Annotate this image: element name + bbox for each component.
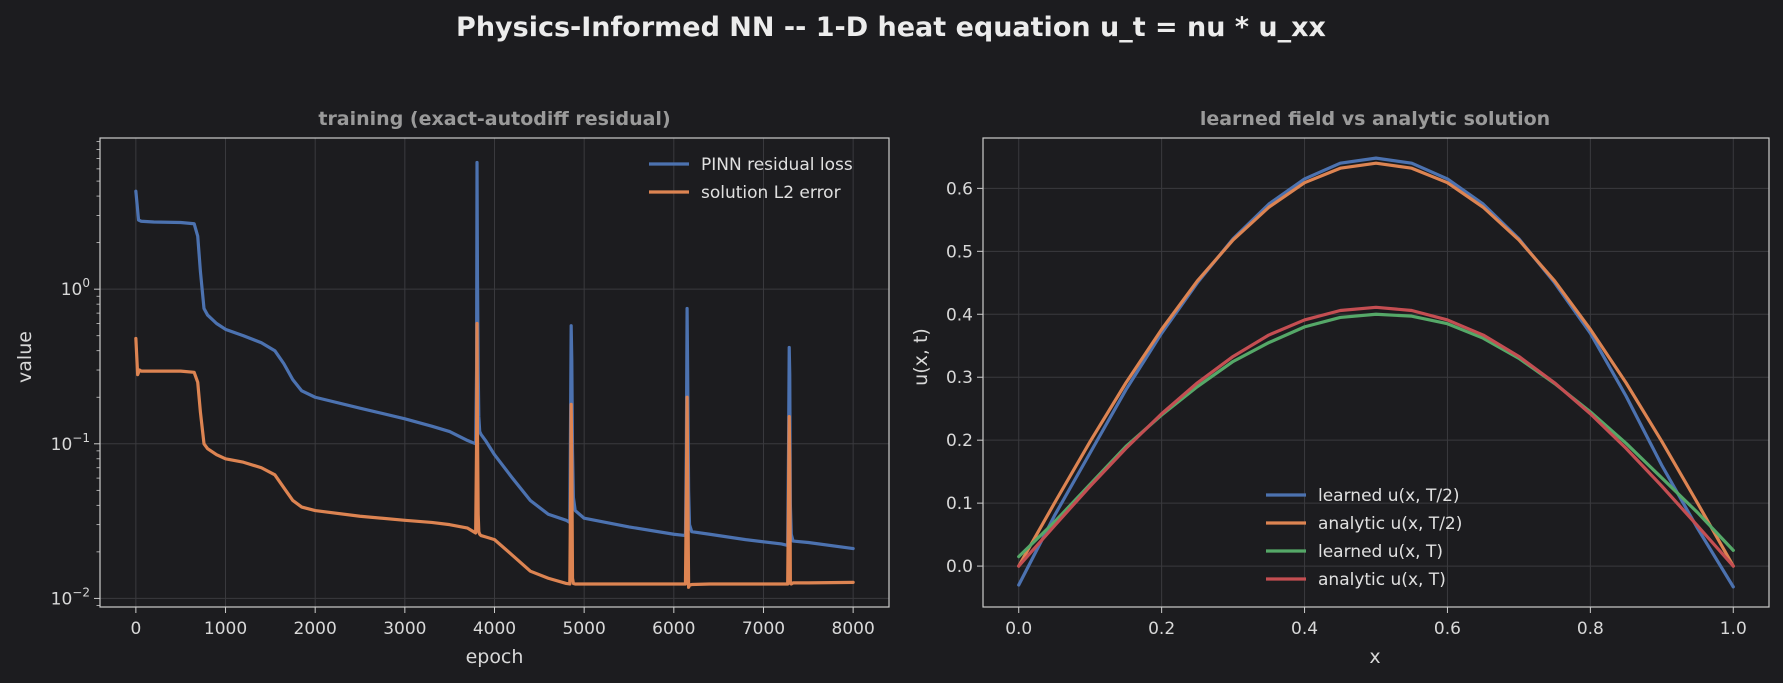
legend-label-analytic-u-x-t: analytic u(x, T): [1318, 570, 1446, 590]
field-x-tick-label: 0.0: [1005, 619, 1032, 639]
series-line-pinn-residual-loss: [134, 160, 855, 551]
field-y-tick-label: 0.5: [946, 242, 973, 262]
figure-title: Physics-Informed NN -- 1-D heat equation…: [456, 12, 1326, 43]
training-y-tick-label: 100: [61, 276, 90, 300]
training-x-tick-label: 2000: [294, 619, 337, 639]
legend-label-solution-l2-error: solution L2 error: [701, 183, 841, 203]
field-grid: [983, 138, 1769, 607]
field-x-tick-label: 0.2: [1148, 619, 1175, 639]
training-grid: [100, 138, 889, 607]
field-y-tick-label: 0.0: [946, 557, 973, 577]
field-y-axis-label: u(x, t): [910, 328, 932, 386]
field-y-tick-label: 0.6: [946, 179, 973, 199]
training-axes-frame: [99, 137, 890, 608]
field-x-tick-label: 1.0: [1720, 619, 1747, 639]
field-x-tick-label: 0.4: [1291, 619, 1318, 639]
training-legend: PINN residual loss solution L2 error: [649, 155, 853, 203]
training-x-axis-label: epoch: [466, 646, 524, 668]
field-series-group: [1017, 156, 1735, 589]
training-x-tick-label: 7000: [742, 619, 785, 639]
field-y-tick-label: 0.1: [946, 494, 973, 514]
legend-label-pinn-residual-loss: PINN residual loss: [701, 155, 853, 175]
training-y-axis-label: value: [14, 331, 36, 383]
field-axes-title: learned field vs analytic solution: [1200, 108, 1550, 130]
field-y-tick-label: 0.4: [946, 305, 973, 325]
legend-label-learned-u-x-t-2: learned u(x, T/2): [1318, 486, 1460, 506]
training-loss-axes: training (exact-autodiff residual) epoch…: [14, 108, 890, 668]
training-x-tick-label: 1000: [204, 619, 247, 639]
training-x-tick-label: 5000: [563, 619, 606, 639]
field-x-tick-label: 0.8: [1577, 619, 1604, 639]
series-line-solution-l2-error: [134, 321, 855, 589]
field-y-tick-label: 0.2: [946, 431, 973, 451]
series-line-learned-u-x-t-2: [1017, 156, 1735, 589]
series-line-analytic-u-x-t-2: [1017, 161, 1735, 568]
training-y-tick-label: 10−2: [51, 585, 90, 609]
field-comparison-axes: learned field vs analytic solution x u(x…: [910, 108, 1770, 668]
training-x-tick-label: 4000: [473, 619, 516, 639]
training-axes-title: training (exact-autodiff residual): [318, 108, 670, 130]
field-y-tick-label: 0.3: [946, 368, 973, 388]
training-y-tick-label: 10−1: [51, 431, 90, 455]
field-x-tick-label: 0.6: [1434, 619, 1461, 639]
field-x-axis-label: x: [1369, 646, 1380, 668]
field-legend: learned u(x, T/2) analytic u(x, T/2) learn…: [1266, 486, 1462, 590]
training-x-tick-label: 6000: [652, 619, 695, 639]
series-line-analytic-u-x-t: [1017, 305, 1735, 568]
legend-label-analytic-u-x-t-2: analytic u(x, T/2): [1318, 514, 1462, 534]
legend-label-learned-u-x-t: learned u(x, T): [1318, 542, 1443, 562]
training-x-tick-label: 3000: [383, 619, 426, 639]
training-series-group: [134, 160, 855, 589]
training-x-tick-label: 0: [130, 619, 141, 639]
field-axes-frame: [982, 137, 1770, 608]
training-x-tick-label: 8000: [832, 619, 875, 639]
